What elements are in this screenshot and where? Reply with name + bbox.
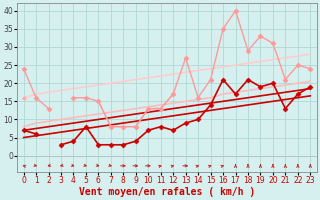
X-axis label: Vent moyen/en rafales ( km/h ): Vent moyen/en rafales ( km/h ) (79, 187, 255, 197)
